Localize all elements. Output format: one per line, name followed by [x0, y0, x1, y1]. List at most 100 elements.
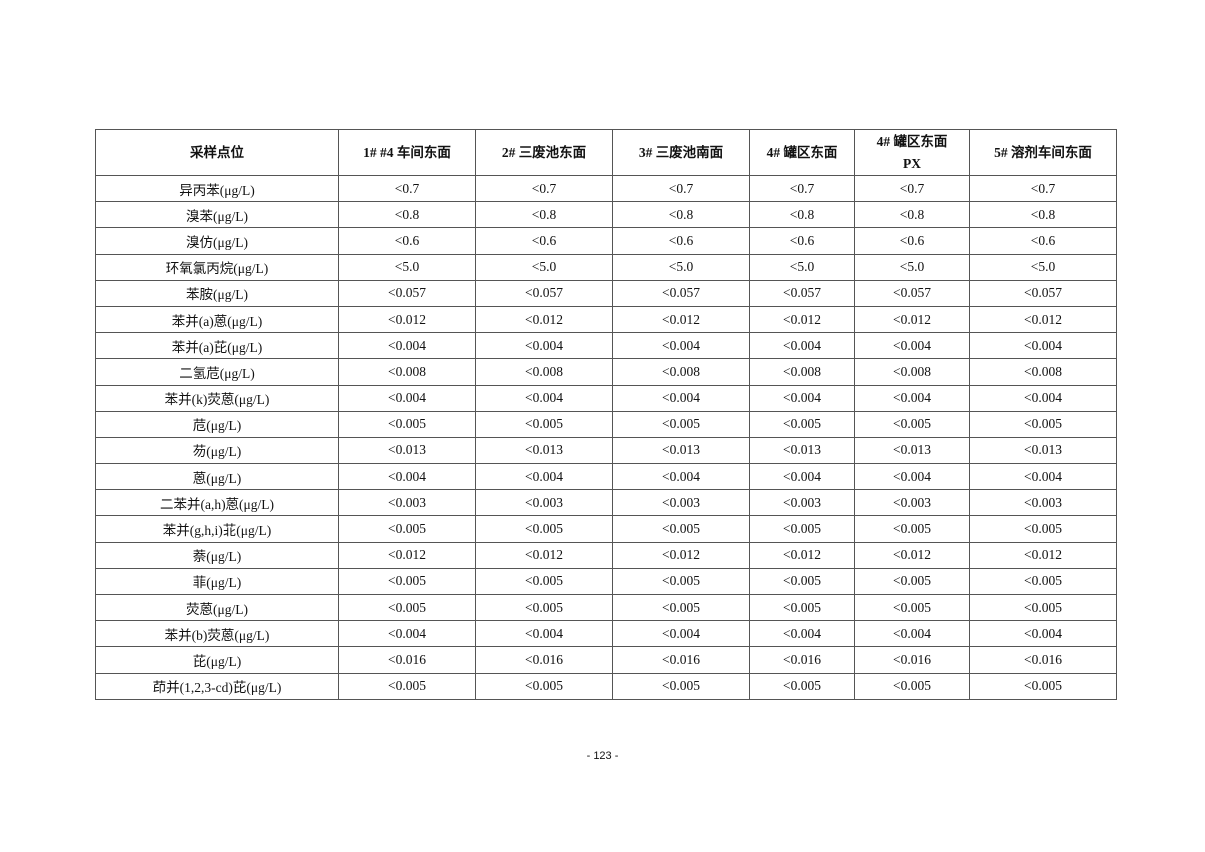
row-label: 荧蒽(μg/L) [95, 593, 339, 622]
cell-value: <0.004 [338, 463, 476, 491]
cell-value: <0.005 [612, 515, 750, 543]
cell-value: <0.012 [854, 541, 970, 569]
cell-value: <0.004 [475, 332, 613, 360]
cell-value: <0.005 [475, 410, 613, 438]
cell-value: <0.003 [475, 489, 613, 517]
table-row: 苯并(g,h,i)苝(μg/L) <0.005 <0.005 <0.005 <0.005… [95, 515, 1117, 543]
row-label: 二氢苊(μg/L) [95, 358, 339, 386]
row-label: 二苯并(a,h)蒽(μg/L) [95, 489, 339, 517]
table-row: 溴苯(μg/L) <0.8 <0.8 <0.8 <0.8 <0.8 <0.8 [95, 201, 1117, 229]
cell-value: <0.012 [475, 541, 613, 569]
column-header: 3# 三废池南面 [612, 129, 750, 176]
cell-value: <0.016 [854, 646, 970, 674]
cell-value: <0.7 [475, 174, 613, 203]
cell-value: <0.016 [475, 646, 613, 674]
row-label: 苯并(a)蒽(μg/L) [95, 305, 339, 334]
cell-value: <0.005 [338, 567, 476, 596]
table-row: 苯并(a)蒽(μg/L) <0.012 <0.012 <0.012 <0.012 <0.0… [95, 305, 1117, 334]
column-header: 4# 罐区东面 PX [854, 129, 970, 176]
cell-value: <0.008 [854, 358, 970, 386]
table-row: 苊(μg/L) <0.005 <0.005 <0.005 <0.005 <0.005 <0.… [95, 410, 1117, 438]
cell-value: <0.004 [969, 620, 1117, 648]
cell-value: <0.008 [338, 358, 476, 386]
row-label: 苯并(b)荧蒽(μg/L) [95, 620, 339, 648]
cell-value: <0.6 [749, 227, 855, 255]
cell-value: <0.013 [854, 436, 970, 465]
cell-value: <0.005 [969, 567, 1117, 596]
table-row: 环氧氯丙烷(μg/L) <5.0 <5.0 <5.0 <5.0 <5.0 <5.0 [95, 253, 1117, 281]
cell-value: <0.057 [612, 279, 750, 307]
column-header: 4# 罐区东面 [749, 129, 855, 176]
cell-value: <0.005 [854, 410, 970, 438]
cell-value: <0.012 [475, 305, 613, 334]
cell-value: <0.057 [969, 279, 1117, 307]
column-header: 采样点位 [95, 129, 339, 176]
cell-value: <0.004 [475, 620, 613, 648]
column-header: 5# 溶剂车间东面 [969, 129, 1117, 176]
table-row: 荧蒽(μg/L) <0.005 <0.005 <0.005 <0.005 <0.005 <0… [95, 593, 1117, 622]
cell-value: <0.013 [969, 436, 1117, 465]
cell-value: <0.005 [969, 672, 1117, 700]
cell-value: <0.005 [475, 567, 613, 596]
cell-value: <0.6 [612, 227, 750, 255]
cell-value: <0.8 [338, 201, 476, 229]
table-row: 芘(μg/L) <0.016 <0.016 <0.016 <0.016 <0.016 <0.… [95, 646, 1117, 674]
cell-value: <0.005 [475, 515, 613, 543]
row-label: 苯胺(μg/L) [95, 279, 339, 307]
cell-value: <0.7 [969, 174, 1117, 203]
table-row: 异丙苯(μg/L) <0.7 <0.7 <0.7 <0.7 <0.7 <0.7 [95, 174, 1117, 203]
cell-value: <0.013 [338, 436, 476, 465]
cell-value: <0.057 [338, 279, 476, 307]
row-label: 溴苯(μg/L) [95, 201, 339, 229]
cell-value: <0.005 [854, 515, 970, 543]
cell-value: <0.004 [749, 620, 855, 648]
row-label: 苯并(g,h,i)苝(μg/L) [95, 515, 339, 543]
cell-value: <0.057 [749, 279, 855, 307]
cell-value: <0.016 [612, 646, 750, 674]
cell-value: <0.005 [854, 672, 970, 700]
row-label: 环氧氯丙烷(μg/L) [95, 253, 339, 281]
cell-value: <0.005 [854, 593, 970, 622]
cell-value: <0.004 [854, 384, 970, 412]
cell-value: <0.005 [749, 567, 855, 596]
row-label: 蒽(μg/L) [95, 463, 339, 491]
table-row: 茚并(1,2,3-cd)芘(μg/L) <0.005 <0.005 <0.005 <0.… [95, 672, 1117, 700]
cell-value: <0.005 [612, 410, 750, 438]
cell-value: <0.7 [338, 174, 476, 203]
cell-value: <0.004 [969, 384, 1117, 412]
cell-value: <0.004 [854, 620, 970, 648]
cell-value: <0.016 [969, 646, 1117, 674]
data-table: 采样点位 1# #4 车间东面 2# 三废池东面 3# 三废池南面 4# 罐区东面 4# … [95, 129, 1117, 700]
cell-value: <0.012 [854, 305, 970, 334]
page-number: - 123 - [586, 750, 619, 762]
row-label: 芴(μg/L) [95, 436, 339, 465]
cell-value: <0.013 [475, 436, 613, 465]
cell-value: <0.013 [749, 436, 855, 465]
cell-value: <0.012 [612, 305, 750, 334]
cell-value: <0.005 [969, 410, 1117, 438]
cell-value: <0.012 [338, 305, 476, 334]
cell-value: <0.005 [749, 410, 855, 438]
cell-value: <0.003 [969, 489, 1117, 517]
cell-value: <0.005 [338, 515, 476, 543]
cell-value: <0.7 [612, 174, 750, 203]
cell-value: <0.012 [969, 305, 1117, 334]
cell-value: <5.0 [338, 253, 476, 281]
cell-value: <0.8 [475, 201, 613, 229]
cell-value: <0.7 [749, 174, 855, 203]
cell-value: <0.005 [338, 593, 476, 622]
cell-value: <0.005 [475, 593, 613, 622]
cell-value: <0.6 [854, 227, 970, 255]
row-label: 茚并(1,2,3-cd)芘(μg/L) [95, 672, 339, 700]
cell-value: <0.005 [612, 567, 750, 596]
cell-value: <0.008 [749, 358, 855, 386]
cell-value: <5.0 [612, 253, 750, 281]
cell-value: <0.004 [338, 620, 476, 648]
cell-value: <0.016 [338, 646, 476, 674]
cell-value: <0.005 [338, 672, 476, 700]
cell-value: <0.003 [854, 489, 970, 517]
cell-value: <0.016 [749, 646, 855, 674]
cell-value: <0.004 [612, 620, 750, 648]
table-row: 苯并(b)荧蒽(μg/L) <0.004 <0.004 <0.004 <0.004 <0.… [95, 620, 1117, 648]
row-label: 苊(μg/L) [95, 410, 339, 438]
